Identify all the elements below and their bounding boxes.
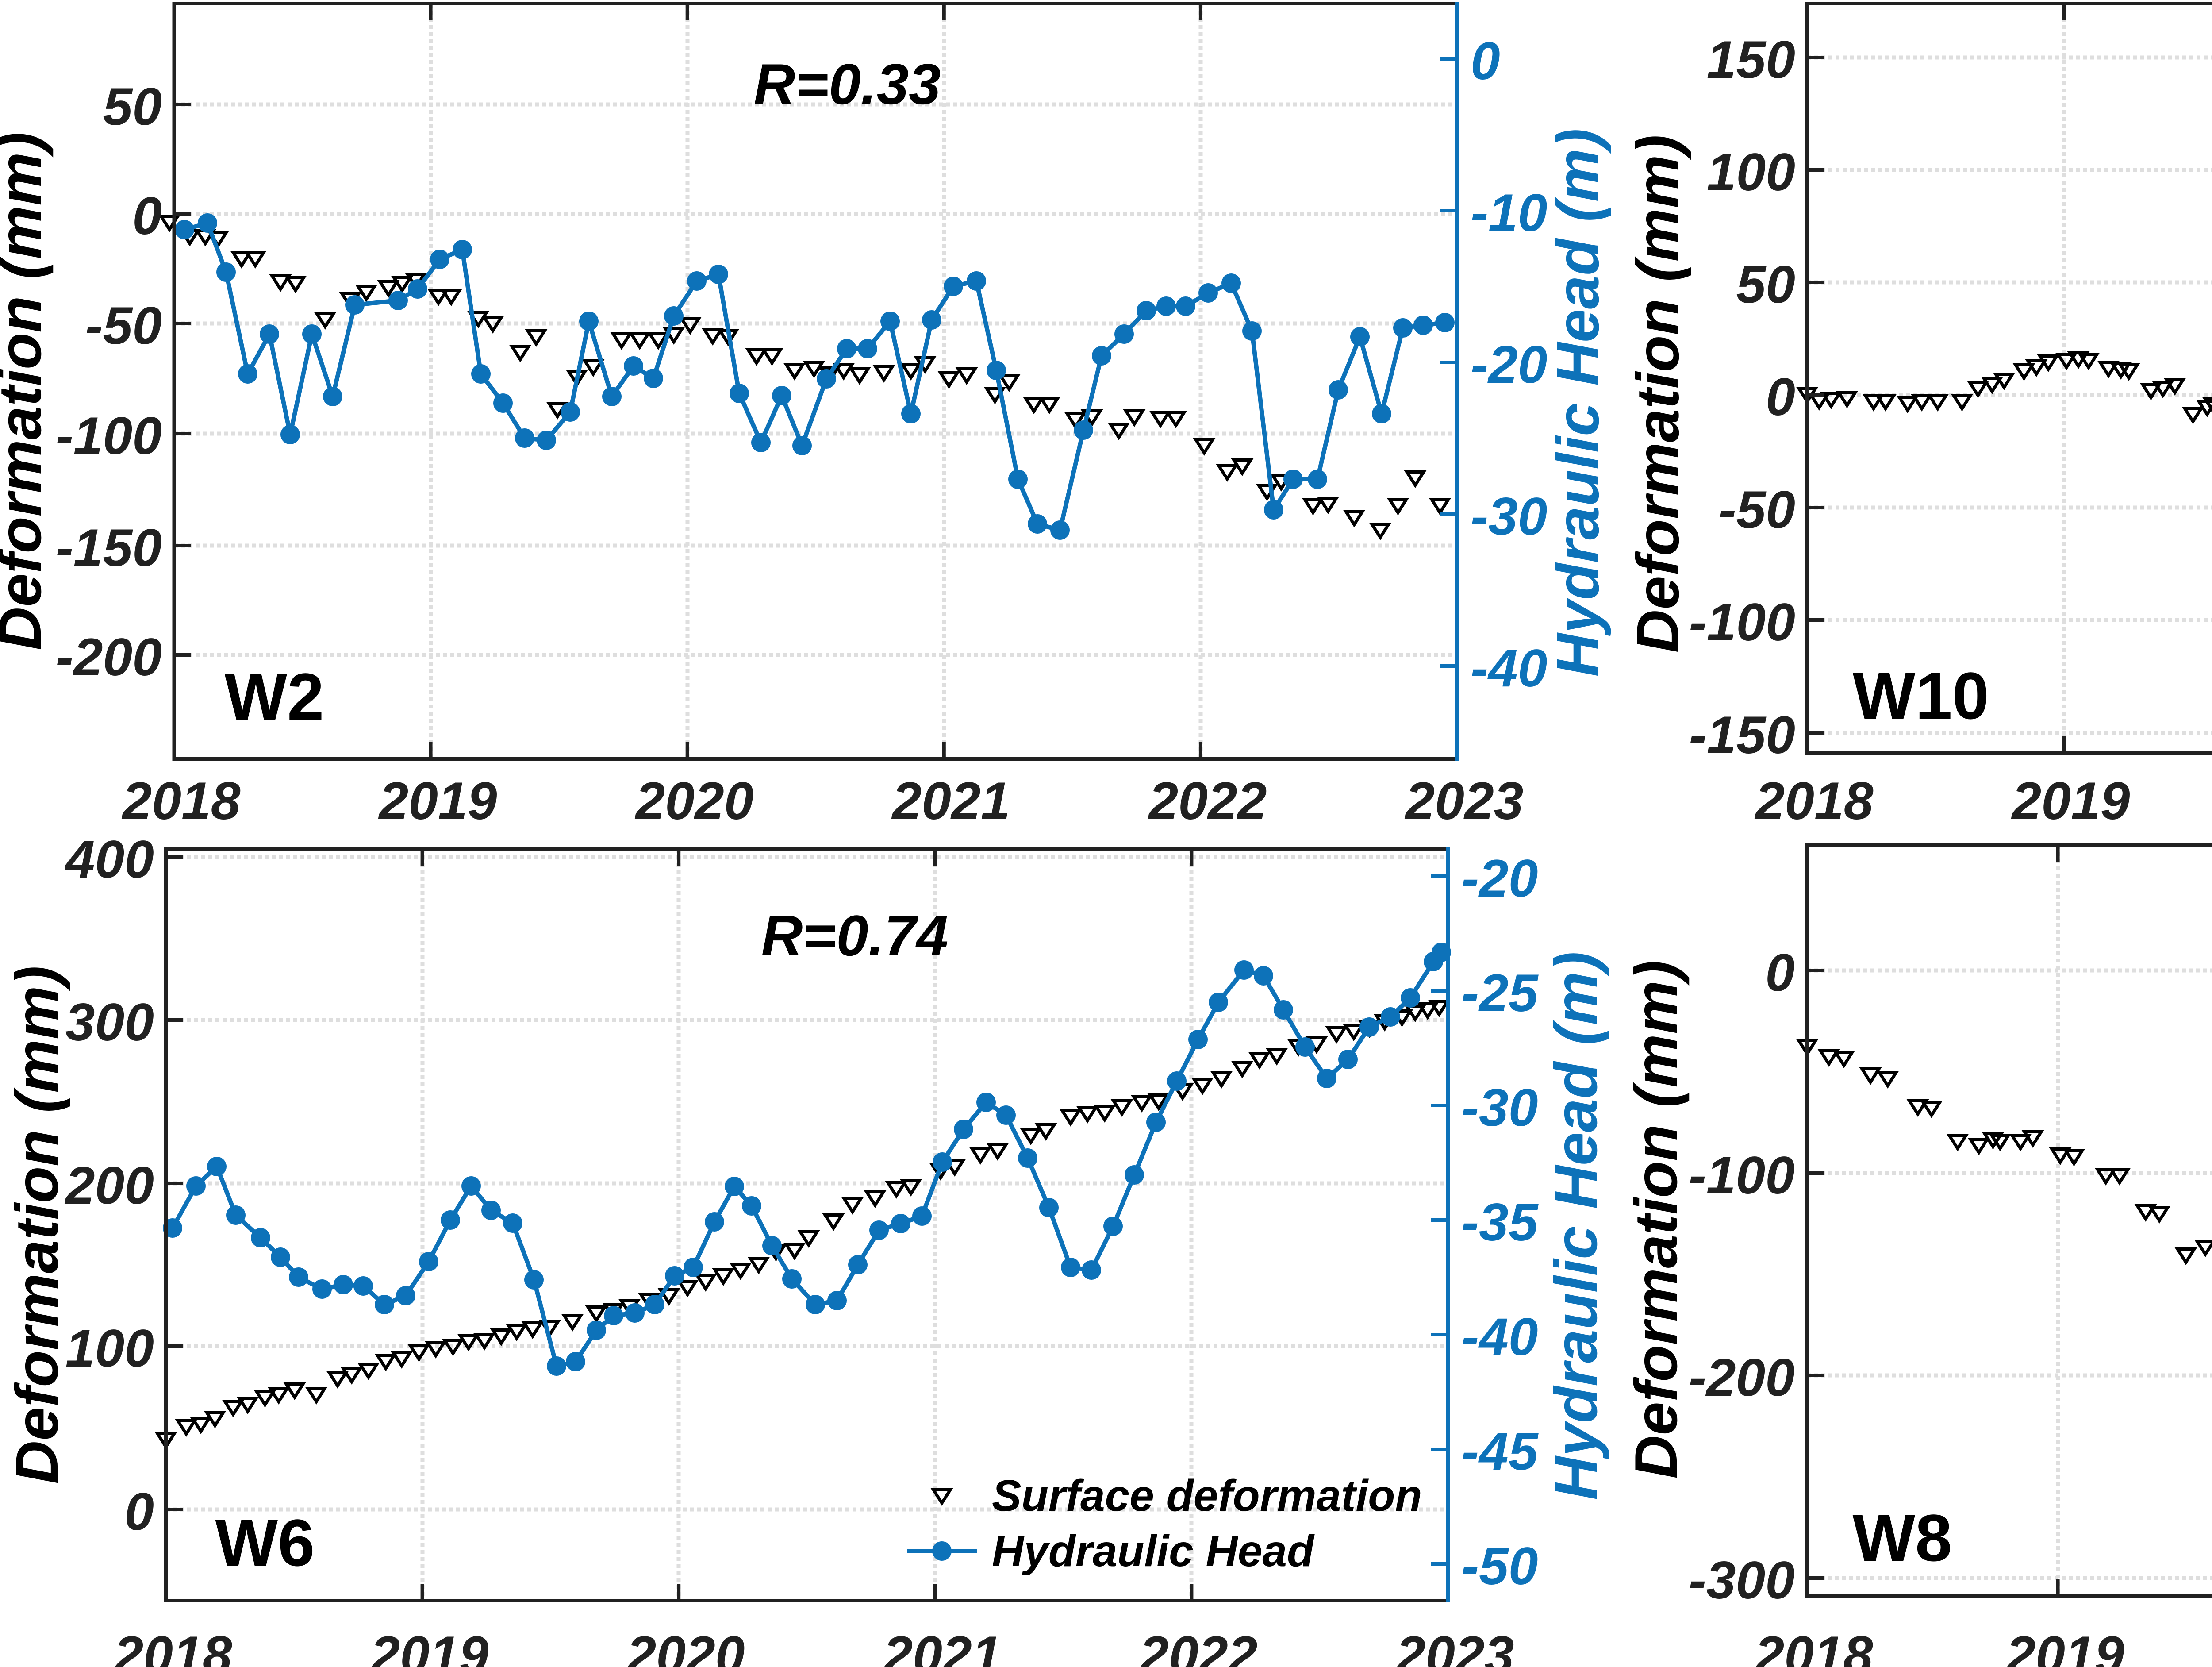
svg-text:2018: 2018 [113,1625,232,1667]
svg-text:W6: W6 [215,1505,315,1580]
svg-text:-100: -100 [1689,1146,1795,1205]
svg-text:200: 200 [65,1156,154,1215]
svg-text:-200: -200 [56,628,162,687]
svg-text:Deformation (mm): Deformation (mm) [1624,135,1691,653]
svg-text:2019: 2019 [2005,1625,2124,1667]
svg-text:50: 50 [1736,255,1795,314]
svg-text:-45: -45 [1461,1422,1539,1481]
svg-text:2023: 2023 [1395,1625,1514,1667]
svg-text:-300: -300 [1689,1551,1795,1610]
svg-text:Hydraulic Head (m): Hydraulic Head (m) [1542,951,1609,1500]
svg-text:-50: -50 [1461,1536,1538,1596]
svg-text:0: 0 [1766,367,1795,427]
svg-text:Deformation (mm): Deformation (mm) [0,132,54,650]
svg-text:-10: -10 [1471,183,1547,243]
svg-text:100: 100 [1707,142,1795,202]
svg-text:Hydraulic Head (m): Hydraulic Head (m) [1544,128,1611,677]
svg-text:2018: 2018 [122,771,241,831]
svg-text:Surface deformation: Surface deformation [992,1471,1422,1521]
svg-text:0: 0 [132,186,162,246]
svg-text:-50: -50 [1719,480,1795,539]
svg-text:2023: 2023 [1405,771,1524,831]
svg-text:2018: 2018 [1755,771,1874,831]
svg-text:0: 0 [1471,31,1500,91]
svg-text:-30: -30 [1461,1078,1538,1137]
svg-text:2019: 2019 [2011,771,2130,831]
svg-text:-50: -50 [85,296,162,355]
svg-text:2022: 2022 [1148,771,1267,831]
svg-text:300: 300 [65,993,154,1052]
svg-text:Deformation (mm): Deformation (mm) [1622,960,1690,1478]
svg-text:2021: 2021 [883,1625,1002,1667]
svg-text:-30: -30 [1471,487,1547,546]
svg-text:2019: 2019 [370,1625,489,1667]
svg-text:150: 150 [1707,30,1795,89]
svg-text:-20: -20 [1461,849,1538,908]
svg-text:2022: 2022 [1139,1625,1258,1667]
svg-text:-150: -150 [56,518,162,577]
svg-text:Deformation (mm): Deformation (mm) [3,966,70,1484]
svg-text:-25: -25 [1461,963,1539,1023]
svg-text:-40: -40 [1461,1307,1538,1367]
svg-text:W10: W10 [1853,658,1989,733]
svg-text:2020: 2020 [626,1625,745,1667]
svg-text:-200: -200 [1689,1348,1795,1407]
svg-text:Hydraulic Head: Hydraulic Head [992,1526,1315,1576]
svg-text:0: 0 [1765,943,1795,1002]
svg-text:2021: 2021 [891,771,1010,831]
svg-text:100: 100 [65,1319,154,1378]
svg-text:-100: -100 [1689,593,1795,652]
svg-text:W2: W2 [225,659,324,734]
svg-text:2019: 2019 [378,771,497,831]
svg-text:-35: -35 [1461,1193,1539,1252]
svg-text:R=0.33: R=0.33 [754,52,941,116]
svg-text:0: 0 [124,1482,154,1541]
svg-text:R=0.74: R=0.74 [761,903,949,968]
svg-text:50: 50 [103,77,162,136]
svg-text:2020: 2020 [635,771,754,831]
svg-text:W8: W8 [1853,1501,1952,1575]
svg-text:400: 400 [65,830,154,889]
svg-text:-20: -20 [1471,335,1547,394]
svg-text:-150: -150 [1689,705,1795,765]
svg-text:-40: -40 [1471,639,1547,698]
svg-text:2018: 2018 [1754,1625,1873,1667]
svg-text:-100: -100 [56,406,162,466]
